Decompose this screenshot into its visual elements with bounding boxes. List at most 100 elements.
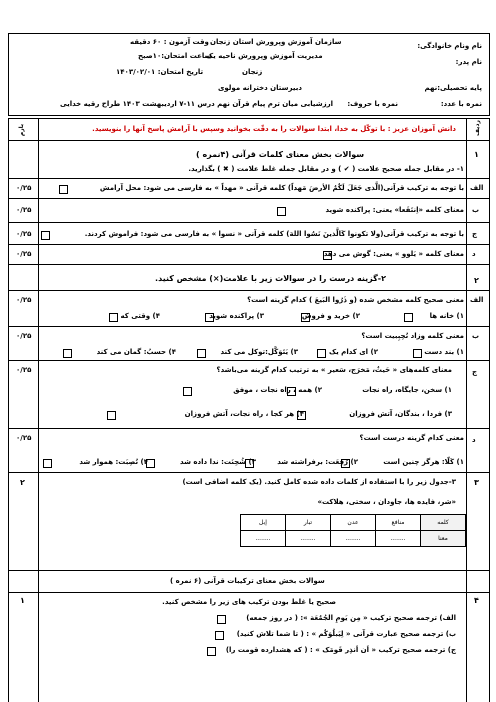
row-divider [8, 222, 490, 223]
exam-date: تاریخ امتحان: ۱۴۰۳/۰۲/۰۱ [116, 68, 204, 76]
q2-item-score: ۰/۲۵ [16, 366, 32, 374]
q2-item-stem: معنی صحیح کلمه مشخص شده (و ذَرُوا البَیع… [247, 296, 464, 304]
row-divider [8, 264, 490, 265]
q2-item-stem: معنی کلمه وزاد نُحِبِبیت است؟ [361, 332, 464, 340]
q2-option-checkbox[interactable] [205, 313, 214, 322]
q1-item-score: ۰/۲۵ [16, 184, 32, 192]
row-divider [8, 198, 490, 199]
q2-option: ۱) کَلّا: هرگز چنین است [383, 458, 464, 466]
q1-item-text: معنای کلمه « یَلوو » یعنی: گوش می دهد [323, 250, 464, 258]
q2-option: ۴) حسبُ: گمان می کند [96, 348, 176, 356]
row-divider [8, 326, 490, 327]
q2-row-number: ۲ [474, 276, 479, 285]
q2-option-checkbox[interactable] [245, 459, 254, 468]
q1-item-score: ۰/۲۵ [16, 206, 32, 214]
q2-option: ۱) سخن، جایگاه، راه نجات [362, 386, 452, 394]
q4-answer-box[interactable] [207, 647, 216, 656]
q2-option-checkbox[interactable] [341, 459, 350, 468]
q4-score: ۱ [20, 596, 25, 605]
q2-option-checkbox[interactable] [413, 349, 422, 358]
row-divider [8, 244, 490, 245]
q3-answer-cell[interactable]: ........ [285, 530, 331, 547]
q1-item-text: معنای کلمه «اِنتَفَعا» یعنی: پراکنده شوی… [325, 206, 464, 214]
q2-item-score: ۰/۲۵ [16, 434, 32, 442]
intro-text: دانش آموزان عزیز : با توکّل به خدا، ابتد… [92, 125, 456, 133]
q2-option-checkbox[interactable] [183, 387, 192, 396]
q2-item-score: ۰/۲۵ [16, 296, 32, 304]
q2-option: ۴) هر کجا ، راه نجات، آتش فروزان [184, 410, 304, 418]
q1-item-label: د [472, 250, 476, 258]
q2-option: ۱) خانه ها [429, 312, 464, 320]
q1-divider [8, 178, 490, 179]
exam-start: ساعت امتحان:۱۰صبح [138, 52, 212, 60]
q4-item: الف) ترجمه صحیح ترکیب « مِن یَومِ الجُمُ… [246, 614, 456, 622]
q2-option-checkbox[interactable] [404, 313, 413, 322]
q3-cell: تبار [285, 514, 331, 531]
q2-option: ۱) بند دست [424, 348, 464, 356]
q2-option-checkbox[interactable] [297, 411, 306, 420]
q2-option-checkbox[interactable] [146, 459, 155, 468]
header-center-line5: ارزشیابی میان ترم پیام قرآن نهم درس ۱۱-۷… [60, 100, 334, 108]
q2-item-label: د [472, 436, 476, 444]
grade-label: پایه تحصیلی:نهم [424, 84, 482, 92]
q1-item-label: الف [470, 184, 484, 192]
q2-option-checkbox[interactable] [317, 349, 326, 358]
q3-instruction: ۳-جدول زیر را با استفاده از کلمات داده ش… [182, 478, 456, 486]
q3-cell: کلمه [420, 514, 466, 531]
q1-item-answer-box[interactable] [59, 185, 68, 194]
section1-title: سوالات بخش معنای کلمات قرآنی (۴نمره ) [196, 150, 365, 159]
q2-item-score: ۰/۲۵ [16, 332, 32, 340]
q4-answer-box[interactable] [217, 615, 226, 624]
header-box [8, 33, 490, 116]
q3-row-number: ۳ [474, 478, 479, 487]
row-divider [8, 472, 490, 473]
student-name-label: نام ونام خانوادگی: [417, 42, 482, 50]
q1-item-text: با توجه به ترکیب قرآنی(الَّذی جَعَلَ لَک… [99, 184, 464, 192]
score-word-label: نمره با حروف: [347, 100, 398, 108]
row-divider [8, 428, 490, 429]
q2-instruction: ۲-گزینه درست را در سوالات زیر با علامت(×… [155, 274, 386, 283]
q3-table: کلمه منافع عدن تبار إبل معنا ........ ..… [240, 514, 466, 547]
q1-item-answer-box[interactable] [323, 251, 332, 260]
q3-answer-cell[interactable]: ........ [375, 530, 421, 547]
q4-row-number: ۴ [474, 596, 479, 605]
exam-time: وقت آزمون : ۶۰ دقیقه [130, 38, 209, 46]
q2-option-checkbox[interactable] [43, 459, 52, 468]
q4-item: ب) ترجمه صحیح عبارت قرآنی « لِیَبلُوَکُم… [236, 630, 456, 638]
row-divider [8, 570, 490, 571]
score-header: بارم [18, 123, 26, 137]
q2-item-stem: معنی کدام گزینه درست است؟ [359, 434, 464, 442]
q2-item-label: ب [472, 332, 480, 340]
q1-row-number: ۱ [474, 150, 479, 159]
q2-option-checkbox[interactable] [109, 313, 118, 322]
row-divider [8, 360, 490, 361]
row-divider [8, 290, 490, 291]
q2-option: ۳) پراکنده شوید [209, 312, 264, 320]
q1-item-answer-box[interactable] [41, 231, 50, 240]
q4-item: ج) ترجمه صحیح ترکیب « اَن اَنذِر قَومَک … [225, 646, 456, 654]
q3-answer-cell[interactable]: ........ [330, 530, 376, 547]
q2-item-stem: معنای کلمه‌های « حَیثُ، مَخرَج، سَعیر » … [216, 366, 452, 374]
q4-answer-box[interactable] [215, 631, 224, 640]
q3-cell: معنا [420, 530, 466, 547]
q1-item-answer-box[interactable] [277, 207, 286, 216]
q3-cell: منافع [375, 514, 421, 531]
q4-instruction: صحیح یا غلط بودن ترکیب های زیر را مشخص ک… [162, 598, 336, 606]
section2-title: سوالات بخش معنای ترکیبات قرآنی (۶ نمره ) [170, 577, 325, 585]
q2-option-checkbox[interactable] [107, 411, 116, 420]
col-divider-left [38, 118, 39, 702]
q2-option-checkbox[interactable] [63, 349, 72, 358]
q2-option-checkbox[interactable] [287, 387, 296, 396]
q3-score: ۲ [20, 478, 25, 487]
q3-cell: إبل [240, 514, 286, 531]
q2-option-checkbox[interactable] [301, 313, 310, 322]
q1-item-label: ب [472, 206, 480, 214]
header-center-line2: مدیریت آموزش وپرورش ناحیه یک [206, 52, 323, 60]
q1-instruction: ۱- در مقابل جمله صحیح علامت ( ✔ ) و در م… [188, 165, 464, 173]
intro-divider [8, 140, 490, 141]
header-center-line3: زنجان [242, 68, 263, 76]
q2-option-checkbox[interactable] [197, 349, 206, 358]
q2-option: ۲) خرید و فروش [301, 312, 360, 320]
q3-answer-cell[interactable]: ........ [240, 530, 286, 547]
q2-item-label: ج [472, 368, 478, 376]
